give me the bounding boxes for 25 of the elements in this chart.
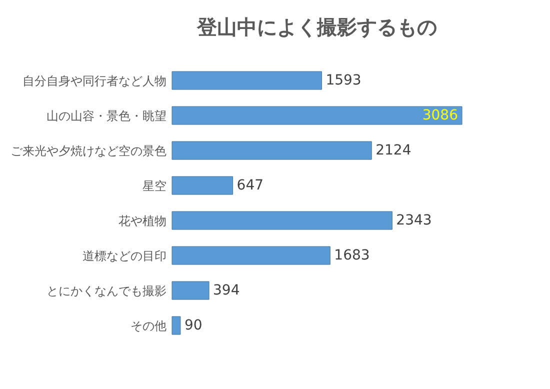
y-tick-label: 自分自身や同行者など人物 <box>22 74 166 88</box>
bar <box>172 176 234 195</box>
data-label: 394 <box>213 282 240 298</box>
data-label: 2124 <box>376 142 412 158</box>
data-label: 1683 <box>334 248 370 264</box>
data-label: 1593 <box>326 72 362 88</box>
bar <box>172 316 181 335</box>
bar <box>172 246 330 265</box>
y-tick-label: 山の山容・景色・眺望 <box>46 109 166 123</box>
data-label: 647 <box>236 178 264 194</box>
y-tick-label: その他 <box>130 319 166 333</box>
y-tick-label: 花や植物 <box>118 214 166 228</box>
y-tick-label: 道標などの目印 <box>82 249 166 263</box>
bar <box>172 281 210 300</box>
chart-title: 登山中によく撮影するもの <box>196 15 437 39</box>
data-label: 3086 <box>422 108 458 124</box>
y-tick-label: ご来光や夕焼けなど空の景色 <box>10 144 166 158</box>
data-label: 90 <box>184 318 202 334</box>
y-tick-label: とにかくなんでも撮影 <box>46 284 166 298</box>
bar <box>172 106 462 125</box>
bar <box>172 211 392 230</box>
bar <box>172 71 322 90</box>
bar <box>172 141 372 160</box>
y-tick-label: 星空 <box>142 179 166 193</box>
data-label: 2343 <box>396 212 432 228</box>
